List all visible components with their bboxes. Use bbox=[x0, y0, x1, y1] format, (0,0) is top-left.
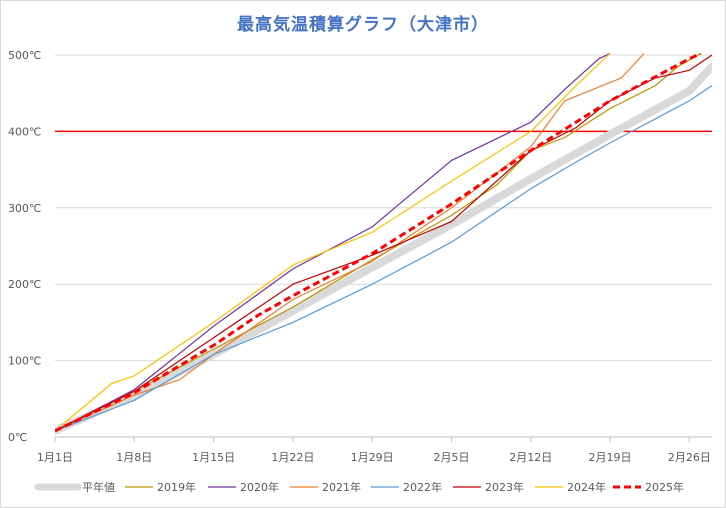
y-tick-label: 200℃ bbox=[8, 278, 41, 291]
series-line-2021 bbox=[55, 53, 645, 432]
y-tick-label: 0℃ bbox=[8, 431, 27, 444]
legend-label: 2021年 bbox=[322, 480, 361, 494]
series-line-2022 bbox=[55, 85, 712, 432]
legend-label: 2022年 bbox=[403, 480, 442, 494]
x-tick-label: 1月15日 bbox=[192, 451, 235, 464]
x-tick-label: 1月22日 bbox=[271, 451, 314, 464]
legend-label: 2019年 bbox=[157, 480, 196, 494]
series-line-2019 bbox=[55, 53, 701, 432]
x-axis: 1月1日 1月8日 1月15日 1月22日 1月29日 2月5日 2月12日 2月19日 2月2… bbox=[37, 436, 712, 464]
x-tick-label: 2月19日 bbox=[589, 451, 632, 464]
legend-label: 平年値 bbox=[82, 480, 115, 494]
y-tick-label: 500℃ bbox=[8, 49, 41, 62]
x-tick-label: 1月29日 bbox=[351, 451, 394, 464]
x-tick-label: 1月1日 bbox=[37, 451, 73, 464]
y-tick-label: 100℃ bbox=[8, 355, 41, 368]
y-tick-label: 300℃ bbox=[8, 202, 41, 215]
series-line- bbox=[55, 62, 712, 435]
x-tick-label: 2月12日 bbox=[509, 451, 552, 464]
x-tick-label: 1月8日 bbox=[116, 451, 152, 464]
legend-label: 2020年 bbox=[240, 480, 279, 494]
series-line-2025 bbox=[55, 53, 702, 433]
series-line-2024 bbox=[55, 53, 611, 432]
series-line-2020 bbox=[55, 53, 611, 432]
legend-label: 2023年 bbox=[485, 480, 524, 494]
legend: 平年値 2019年 2020年 2021年 2022年 2023年 2024年 2025年 bbox=[34, 480, 684, 494]
series-lines bbox=[55, 53, 712, 435]
x-tick-label: 2月5日 bbox=[433, 451, 469, 464]
chart-title: 最高気温積算グラフ（大津市） bbox=[237, 15, 489, 35]
y-tick-label: 400℃ bbox=[8, 125, 41, 138]
y-axis: 0℃ 100℃ 200℃ 300℃ 400℃ 500℃ bbox=[8, 49, 41, 444]
legend-label: 2024年 bbox=[567, 480, 606, 494]
x-tick-label: 2月26日 bbox=[668, 451, 711, 464]
series-line-2023 bbox=[55, 54, 712, 432]
legend-label: 2025年 bbox=[645, 480, 684, 494]
